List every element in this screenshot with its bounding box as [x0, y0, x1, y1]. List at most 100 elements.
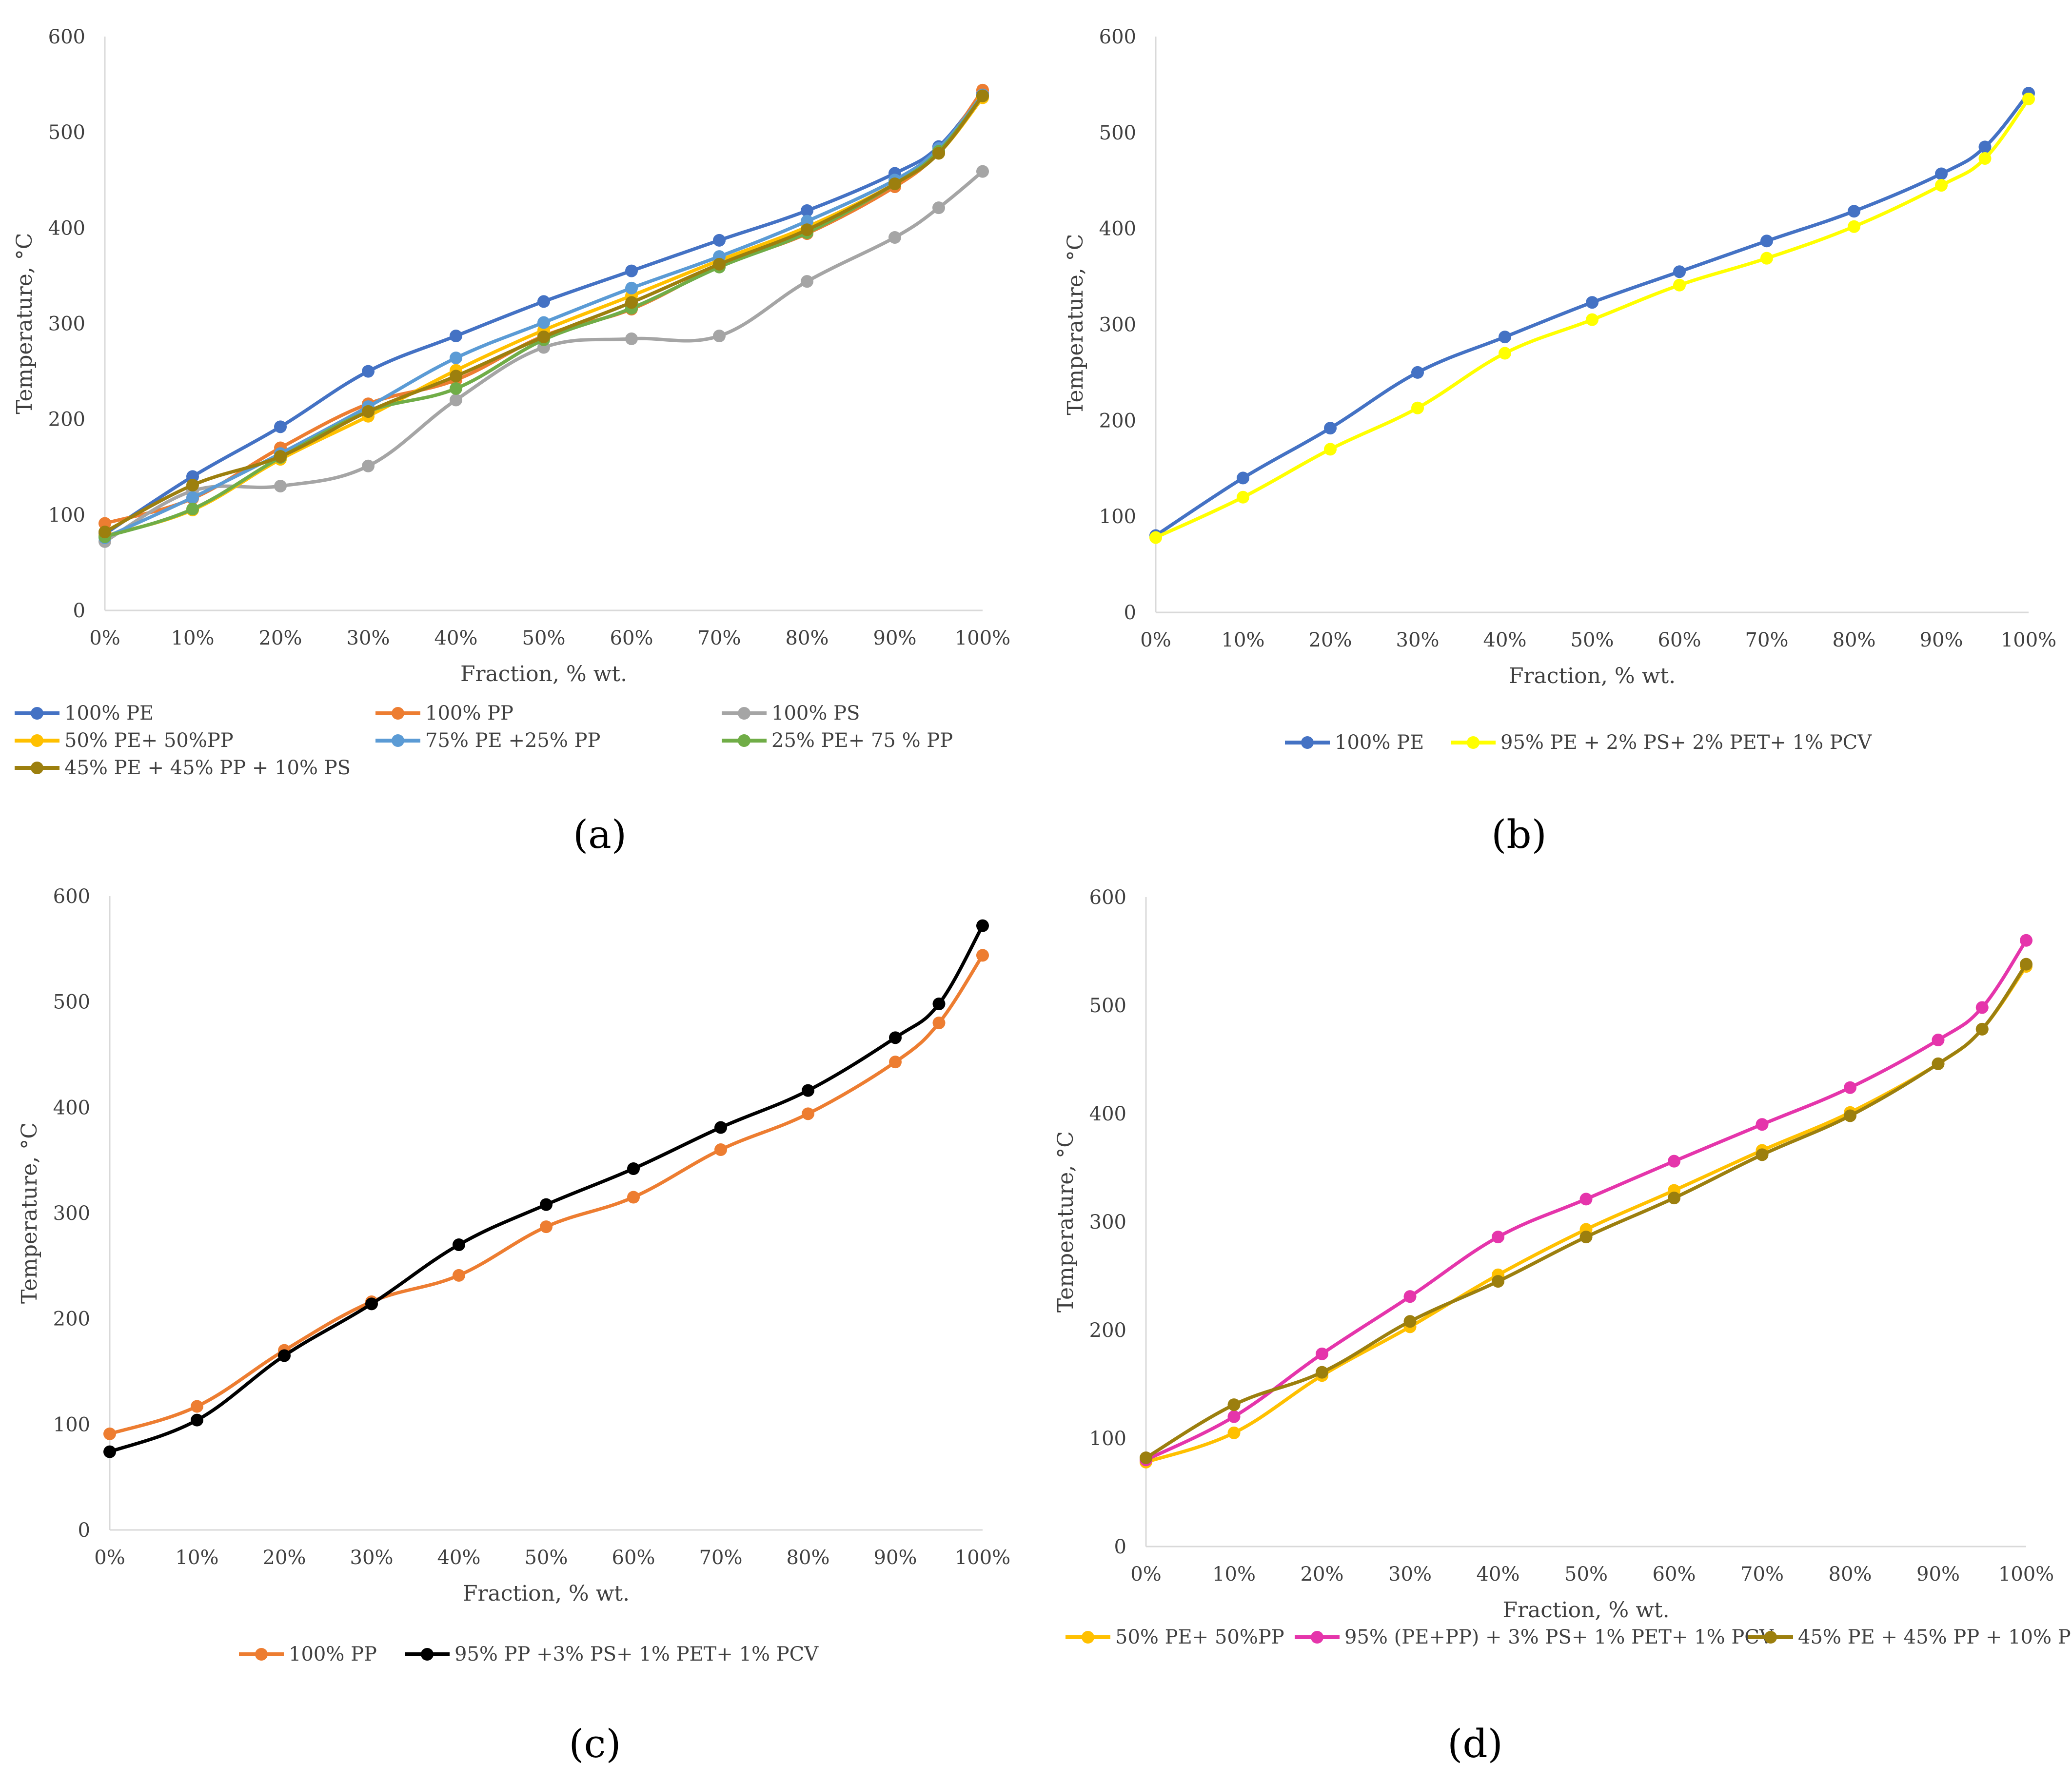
chart-c: 0 100 200 300 400 500 600 0% 10% 20% 30% 40% 50% 60% 7…: [17, 885, 1010, 1606]
data-point: [537, 316, 550, 329]
data-point: [103, 1445, 116, 1458]
y-axis-title: Temperature, °C: [12, 233, 37, 414]
data-point: [1848, 205, 1860, 218]
x-tick-label: 20%: [259, 627, 302, 649]
y-tick-label: 400: [48, 217, 85, 239]
y-tick-label: 300: [53, 1202, 90, 1225]
data-point: [274, 450, 287, 463]
legend-label: 95% PP +3% PS+ 1% PET+ 1% PCV: [454, 1643, 819, 1665]
x-tick-label: 100%: [955, 1547, 1010, 1569]
x-axis-title: Fraction, % wt.: [1509, 664, 1676, 688]
legend-item: 100% PP: [239, 1641, 405, 1668]
y-tick-label: 0: [1114, 1536, 1126, 1558]
legend-swatch: [1451, 736, 1496, 749]
data-point: [2020, 958, 2033, 971]
x-tick-label: 60%: [1653, 1563, 1696, 1586]
data-point: [362, 405, 375, 418]
data-point: [932, 998, 946, 1010]
data-point: [450, 370, 462, 383]
y-tick-label: 300: [1099, 314, 1136, 336]
legend-item: 95% PE + 2% PS+ 2% PET+ 1% PCV: [1451, 729, 2036, 756]
data-point: [932, 1017, 946, 1029]
data-point: [2022, 92, 2035, 105]
data-point: [1579, 1193, 1593, 1206]
data-point: [1668, 1192, 1680, 1205]
x-tick-label: 90%: [1916, 1563, 1960, 1586]
legend-b: 100% PE 95% PE + 2% PS+ 2% PET+ 1% PCV: [1285, 729, 2065, 756]
legend-a: 100% PE 100% PP 100% PS 50% PE+ 50%PP 75% PE…: [15, 700, 1029, 782]
y-tick-label: 600: [53, 885, 90, 908]
data-point: [802, 1084, 814, 1097]
legend-d: 50% PE+ 50%PP 95% (PE+PP) + 3% PS+ 1% PET…: [1066, 1624, 2072, 1651]
legend-swatch: [722, 734, 767, 747]
series-line: [103, 91, 985, 536]
series-line: [103, 170, 985, 544]
y-tick-label: 0: [73, 600, 85, 622]
y-tick-label: 200: [48, 409, 85, 431]
data-point: [186, 491, 199, 504]
data-point: [453, 1238, 465, 1251]
data-point: [888, 231, 901, 244]
chart-panel-c: 0 100 200 300 400 500 600 0% 10% 20% 30% 40% 50% 60% 7…: [0, 885, 1036, 1783]
data-point: [1668, 1155, 1680, 1168]
x-tick-label: 50%: [525, 1547, 568, 1569]
data-point: [1140, 1451, 1152, 1464]
x-tick-label: 80%: [1829, 1563, 1872, 1586]
data-point: [713, 330, 726, 343]
data-point: [1586, 296, 1598, 309]
data-point: [191, 1400, 203, 1413]
data-point: [627, 1162, 640, 1175]
x-tick-label: 40%: [434, 627, 478, 649]
y-tick-label: 400: [1099, 218, 1136, 240]
y-tick-label: 600: [1089, 886, 1126, 909]
data-point: [1586, 313, 1598, 326]
y-axis-title: Temperature, °C: [17, 1122, 42, 1304]
data-point: [1760, 252, 1773, 265]
chart-panel-d: 0 100 200 300 400 500 600 0% 10% 20% 30% 40% 50% 60% 7…: [1036, 886, 2072, 1783]
data-point: [453, 1269, 465, 1282]
panel-label-c: (c): [569, 1721, 621, 1766]
data-point: [1324, 422, 1337, 435]
panel-label-b: (b): [1491, 812, 1547, 857]
legend-label: 95% (PE+PP) + 3% PS+ 1% PET+ 1% PCV: [1344, 1626, 1774, 1648]
data-point: [888, 177, 901, 191]
data-point: [1756, 1118, 1769, 1131]
data-point: [103, 1427, 116, 1440]
chart-b: 0 100 200 300 400 500 600 0% 10% 20% 30% 40% 50% 60% 7…: [1063, 26, 2056, 688]
data-point: [274, 420, 287, 433]
legend-label: 45% PE + 45% PP + 10% PS: [1798, 1626, 2072, 1648]
panel-label-a: (a): [572, 812, 627, 857]
legend-item: 100% PS: [722, 700, 1014, 727]
data-point: [625, 281, 638, 294]
data-point: [450, 393, 462, 407]
x-tick-label: 60%: [610, 627, 653, 649]
legend-item: 25% PE+ 75 % PP: [722, 727, 1014, 754]
data-point: [889, 1031, 902, 1044]
data-point: [1499, 331, 1511, 344]
panel-label-d: (d): [1447, 1721, 1503, 1766]
legend-swatch: [15, 762, 59, 774]
series-line: [103, 94, 985, 534]
x-tick-label: 10%: [171, 627, 215, 649]
data-point: [186, 503, 199, 516]
data-point: [627, 1191, 640, 1204]
data-point: [450, 382, 462, 395]
x-tick-label: 80%: [1833, 629, 1876, 651]
data-point: [450, 330, 462, 343]
x-tick-label: 0%: [1130, 1563, 1161, 1586]
data-point: [976, 89, 989, 102]
x-tick-label: 70%: [1745, 629, 1789, 651]
y-axis-title: Temperature, °C: [1063, 234, 1088, 415]
data-point: [1227, 1410, 1241, 1423]
x-tick-label: 100%: [2001, 629, 2056, 651]
x-tick-label: 0%: [1140, 629, 1171, 651]
y-tick-label: 200: [1089, 1319, 1126, 1342]
data-point: [976, 919, 989, 932]
data-point: [932, 147, 945, 160]
legend-swatch: [722, 707, 767, 720]
data-point: [99, 526, 111, 539]
data-point: [1237, 490, 1249, 504]
data-point: [1411, 366, 1424, 379]
data-point: [1411, 401, 1424, 414]
legend-item: 100% PE: [15, 700, 375, 727]
